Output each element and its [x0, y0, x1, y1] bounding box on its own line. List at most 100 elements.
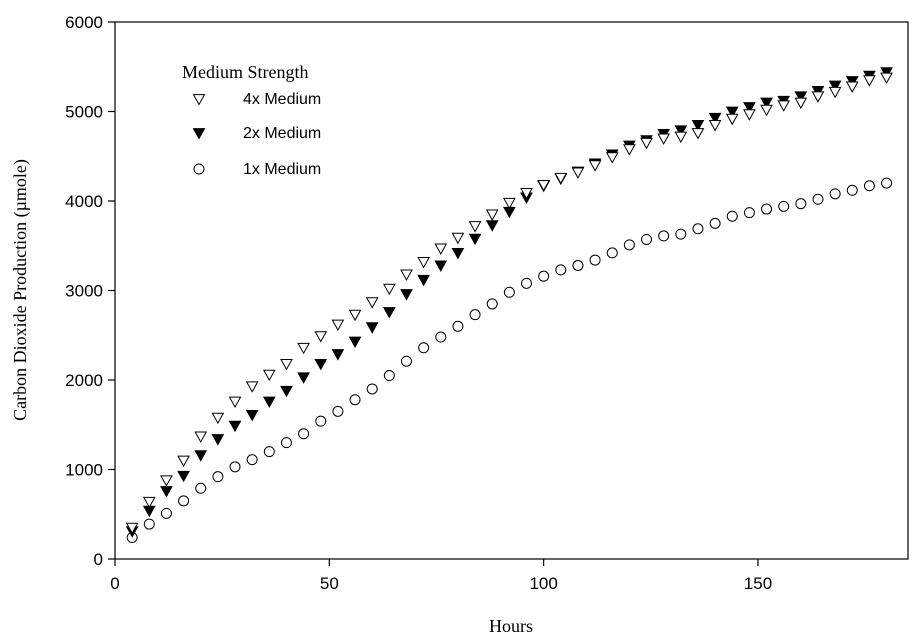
data-point — [485, 220, 499, 232]
data-point — [657, 133, 671, 145]
data-point — [845, 81, 859, 93]
data-point — [451, 232, 465, 245]
data-point — [417, 274, 430, 287]
data-point — [382, 307, 396, 319]
data-point — [245, 381, 259, 393]
legend-label: 4x Medium — [243, 91, 321, 108]
series-2x-medium — [125, 67, 893, 538]
data-point — [417, 256, 430, 269]
data-point — [623, 239, 635, 251]
data-point — [794, 91, 808, 103]
data-point — [881, 177, 893, 189]
data-point — [298, 428, 310, 440]
data-point — [178, 495, 190, 507]
data-point — [760, 104, 773, 117]
data-point — [418, 342, 430, 354]
legend-label: 2x Medium — [243, 125, 321, 142]
data-point — [468, 221, 482, 233]
data-point — [812, 193, 824, 205]
data-point — [674, 131, 688, 144]
data-point — [725, 106, 739, 119]
data-point — [641, 233, 653, 245]
data-point — [778, 200, 790, 212]
data-point — [503, 197, 516, 210]
legend-label: 1x Medium — [243, 161, 321, 178]
x-tick-label: 50 — [320, 574, 339, 593]
legend-marker — [193, 163, 205, 175]
data-point — [280, 385, 293, 398]
data-point — [554, 172, 568, 185]
legend: Medium Strength 4x Medium 2x Medium 1x Med… — [182, 62, 321, 178]
data-point — [365, 322, 379, 334]
x-tick-label: 100 — [529, 574, 557, 593]
data-point — [485, 209, 499, 221]
data-point — [315, 415, 327, 427]
data-point — [589, 254, 601, 266]
data-point — [572, 259, 584, 271]
data-point — [520, 188, 533, 200]
data-point — [365, 297, 379, 309]
series-1x-medium — [126, 177, 893, 544]
y-axis-ticks: 0 1000 2000 3000 4000 5000 6000 — [65, 13, 115, 569]
data-point — [177, 455, 190, 468]
data-point — [571, 167, 585, 179]
data-point — [743, 102, 756, 114]
data-point — [555, 264, 567, 276]
data-point — [434, 243, 448, 255]
data-point — [725, 113, 739, 126]
data-point — [400, 355, 412, 367]
data-point — [709, 217, 721, 229]
data-point — [623, 144, 636, 156]
data-point — [846, 184, 858, 196]
legend-items: 4x Medium 2x Medium 1x Medium — [192, 91, 321, 178]
data-point — [743, 109, 756, 121]
y-tick-label: 2000 — [65, 371, 103, 390]
data-point — [314, 358, 328, 371]
data-point — [829, 188, 841, 200]
y-tick-label: 6000 — [65, 13, 103, 32]
data-point — [383, 370, 395, 382]
x-axis-title: Hours — [489, 616, 533, 636]
x-axis-ticks: 0 50 100 150 — [110, 559, 772, 593]
data-point — [211, 434, 225, 446]
data-point — [382, 283, 396, 296]
series-4x-medium — [125, 72, 893, 535]
data-point — [262, 369, 276, 382]
data-point — [863, 180, 875, 192]
data-point — [674, 125, 688, 137]
data-point — [280, 358, 293, 371]
data-point — [606, 247, 618, 259]
data-point — [349, 394, 361, 406]
y-tick-label: 4000 — [65, 192, 103, 211]
data-point — [451, 248, 465, 260]
data-point — [691, 128, 705, 140]
data-point — [143, 518, 155, 530]
data-point — [692, 223, 704, 235]
data-point — [194, 431, 208, 443]
data-point — [160, 486, 173, 498]
data-point — [400, 289, 413, 301]
data-point — [142, 496, 156, 509]
legend-title: Medium Strength — [182, 62, 309, 82]
data-point — [211, 412, 225, 425]
data-point — [743, 207, 755, 219]
data-point — [331, 319, 345, 332]
data-point — [314, 331, 328, 343]
data-point — [228, 420, 242, 433]
data-point — [280, 437, 292, 449]
x-tick-label: 150 — [744, 574, 772, 593]
y-tick-label: 3000 — [65, 282, 103, 301]
data-point — [194, 450, 208, 462]
data-point — [863, 75, 876, 87]
data-point — [228, 396, 242, 409]
data-point — [331, 349, 345, 361]
data-point — [794, 97, 808, 110]
data-point — [691, 120, 705, 132]
data-point — [828, 80, 842, 93]
data-point — [245, 410, 259, 422]
data-point — [588, 160, 602, 172]
y-axis-title: Carbon Dioxide Production (µmole) — [10, 159, 31, 421]
data-point — [658, 230, 670, 242]
data-point — [332, 405, 344, 417]
